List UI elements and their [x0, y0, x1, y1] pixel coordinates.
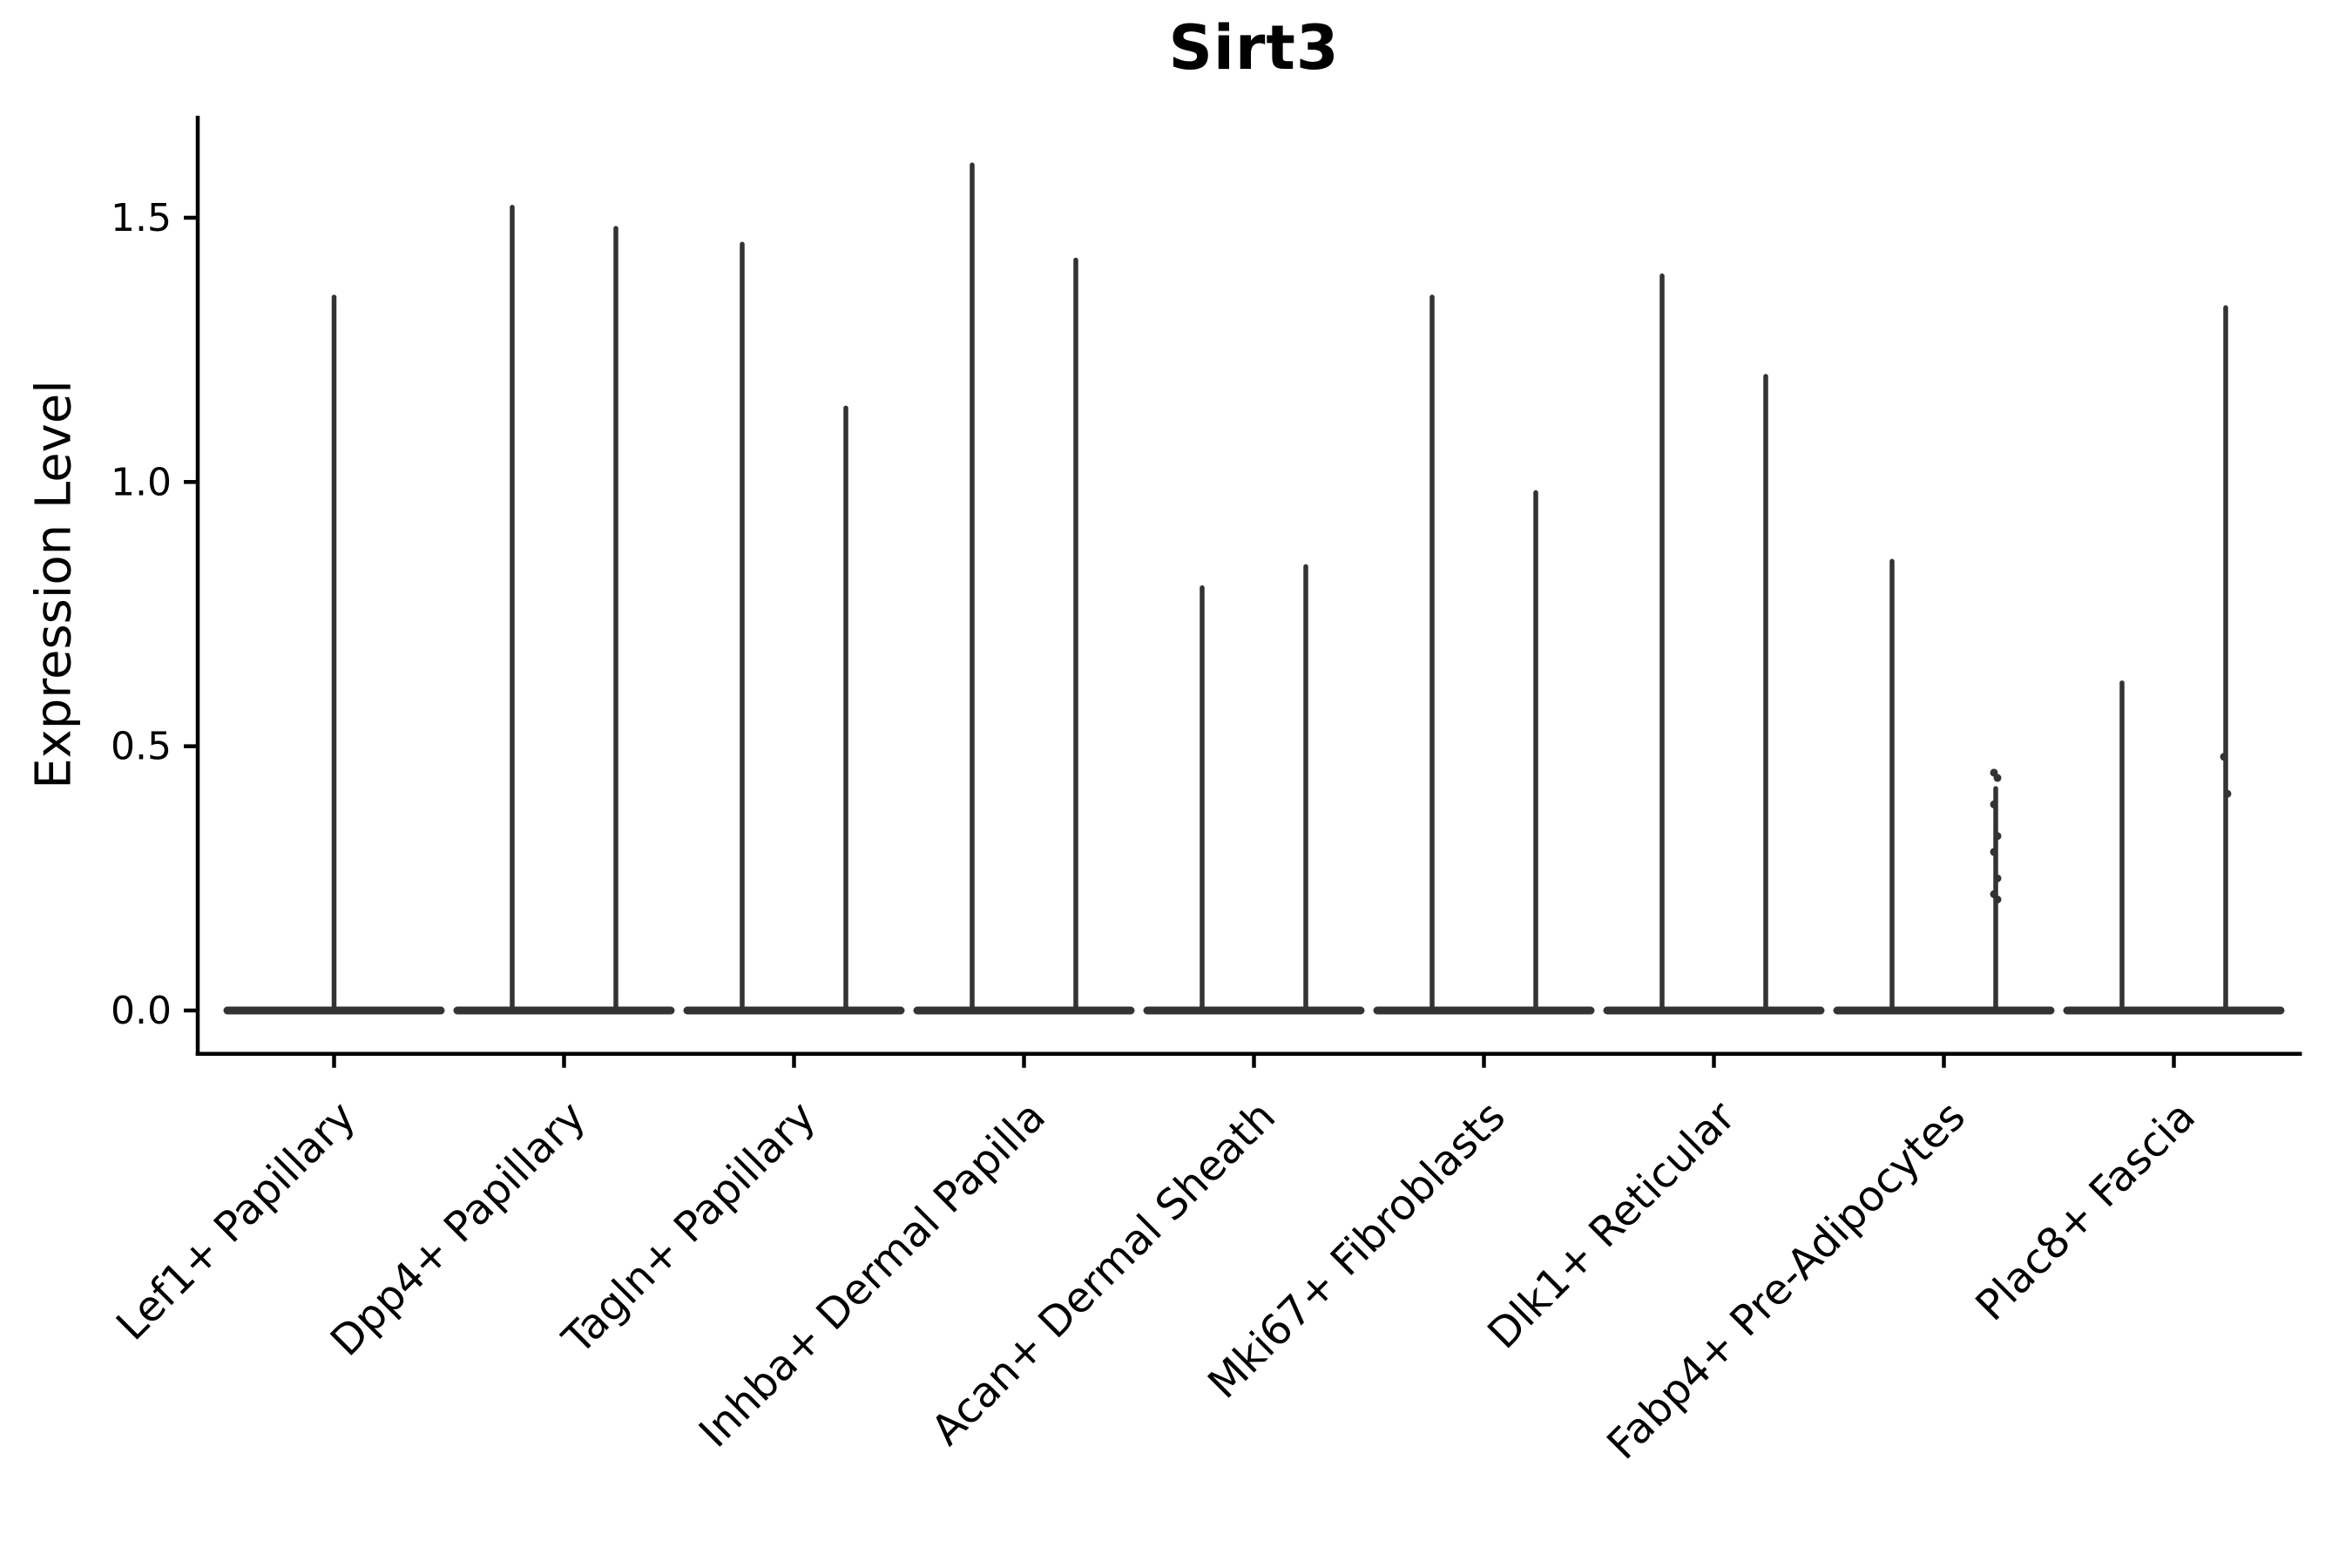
y-tick-label: 1.5 [111, 196, 172, 240]
jitter-point [1990, 848, 1998, 856]
x-tick-label: Dlk1+ Reticular [1478, 1092, 1745, 1358]
jitter-point [2220, 753, 2228, 761]
jitter-point [1993, 896, 2002, 904]
x-tick-label: Dpp4+ Papillary [321, 1092, 595, 1366]
y-tick-label: 0.0 [111, 989, 172, 1033]
x-tick-label: Tagln+ Papillary [553, 1092, 825, 1364]
y-tick-label: 0.5 [111, 725, 172, 769]
chart-title: Sirt3 [1168, 12, 1340, 84]
x-tick-label: Lef1+ Papillary [107, 1092, 365, 1350]
jitter-point [1993, 774, 2002, 782]
jitter-point [1993, 874, 2002, 882]
jitter-point [1990, 800, 1998, 808]
x-tick-label: Plac8+ Fascia [1966, 1092, 2205, 1331]
jitter-point [1993, 832, 2002, 841]
jitter-point [2223, 789, 2232, 798]
y-tick-label: 1.0 [111, 460, 172, 504]
